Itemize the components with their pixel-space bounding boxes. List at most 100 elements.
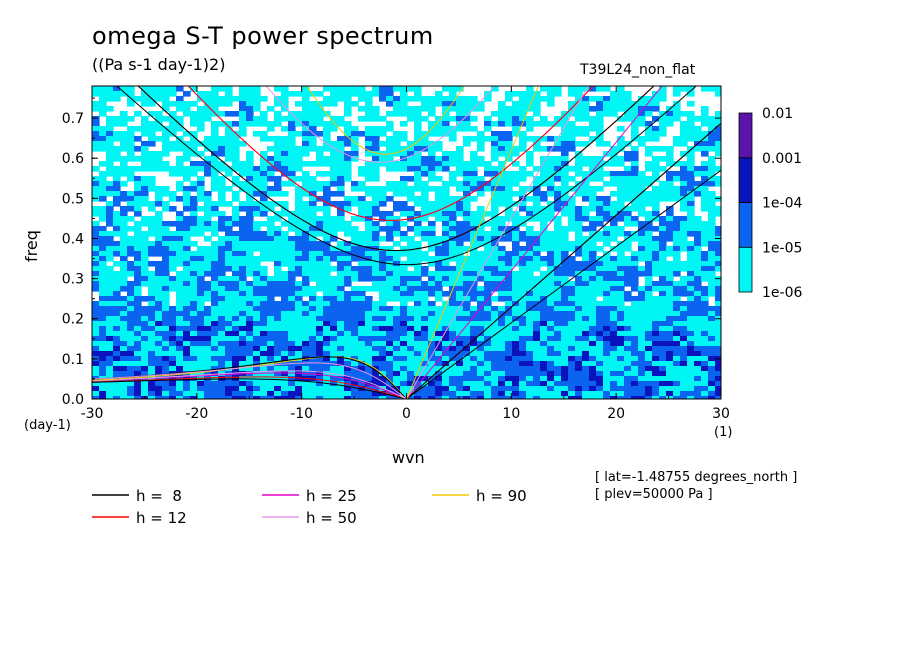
heat-cell — [400, 286, 408, 292]
heat-cell — [106, 201, 114, 207]
heat-cell — [547, 376, 555, 382]
heat-cell — [148, 111, 156, 117]
heat-cell — [617, 256, 625, 262]
heat-cell — [379, 321, 387, 327]
heat-cell — [708, 141, 716, 147]
heat-cell — [211, 131, 219, 137]
heat-cell — [687, 276, 695, 282]
heat-cell — [568, 366, 576, 372]
heat-cell — [435, 156, 443, 162]
heat-cell — [554, 246, 562, 252]
curve-h50-rossby2 — [92, 362, 407, 399]
colorbar-label: 1e-04 — [762, 196, 802, 212]
heat-cell — [519, 176, 527, 182]
heat-cell — [379, 396, 387, 399]
heat-cell — [526, 281, 534, 287]
heat-cell — [491, 231, 499, 237]
heat-cell — [414, 166, 422, 172]
heat-cell — [547, 381, 555, 387]
heat-cell — [498, 166, 506, 172]
heat-cell — [456, 306, 464, 312]
heat-cell — [246, 151, 254, 157]
heat-cell — [155, 186, 163, 192]
heat-cell — [610, 286, 618, 292]
heat-cell — [659, 296, 667, 302]
heat-cell — [596, 86, 604, 92]
heat-cell — [127, 391, 135, 397]
heat-cell — [358, 86, 366, 92]
heat-cell — [407, 321, 415, 327]
heat-cell — [225, 346, 233, 352]
heat-cell — [246, 96, 254, 102]
heat-cell — [113, 321, 121, 327]
heat-cell — [120, 396, 128, 399]
heat-cell — [134, 236, 142, 242]
heat-cell — [253, 311, 261, 317]
heat-cell — [603, 321, 611, 327]
heat-cell — [484, 136, 492, 142]
heat-cell — [246, 346, 254, 352]
heat-cell — [638, 286, 646, 292]
heat-cell — [155, 351, 163, 357]
heat-cell — [428, 166, 436, 172]
heat-cell — [421, 281, 429, 287]
heat-cell — [456, 261, 464, 267]
heat-cell — [281, 391, 289, 397]
heat-cell — [386, 236, 394, 242]
heat-cell — [197, 301, 205, 307]
heat-cell — [491, 286, 499, 292]
heat-cell — [127, 291, 135, 297]
heat-cell — [596, 116, 604, 122]
heat-cell — [260, 151, 268, 157]
heat-cell — [421, 306, 429, 312]
heat-cell — [274, 156, 282, 162]
heat-cell — [162, 246, 170, 252]
heat-cell — [379, 281, 387, 287]
heat-cell — [99, 371, 107, 377]
heat-cell — [337, 326, 345, 332]
heat-cell — [715, 226, 721, 232]
heat-cell — [155, 291, 163, 297]
heat-cell — [652, 311, 660, 317]
heat-cell — [652, 201, 660, 207]
heat-cell — [666, 281, 674, 287]
heat-cell — [491, 266, 499, 272]
heat-cell — [120, 211, 128, 217]
heat-cell — [435, 186, 443, 192]
heat-cell — [330, 246, 338, 252]
heat-cell — [421, 346, 429, 352]
heat-cell — [309, 301, 317, 307]
heat-cell — [701, 86, 709, 92]
heat-cell — [547, 246, 555, 252]
heat-cell — [211, 346, 219, 352]
heat-cell — [554, 241, 562, 247]
heat-cell — [253, 116, 261, 122]
heat-cell — [379, 316, 387, 322]
heat-cell — [274, 341, 282, 347]
heat-cell — [232, 166, 240, 172]
heat-cell — [197, 116, 205, 122]
heat-cell — [708, 341, 716, 347]
heat-cell — [120, 341, 128, 347]
heat-cell — [358, 336, 366, 342]
heat-cell — [708, 156, 716, 162]
heat-cell — [106, 131, 114, 137]
heat-cell — [519, 206, 527, 212]
heat-cell — [99, 226, 107, 232]
heat-cell — [708, 196, 716, 202]
heat-cell — [617, 371, 625, 377]
heat-cell — [624, 181, 632, 187]
heat-cell — [610, 331, 618, 337]
heat-cell — [400, 106, 408, 112]
heat-cell — [358, 266, 366, 272]
heat-cell — [512, 216, 520, 222]
heat-cell — [393, 221, 401, 227]
heat-cell — [295, 231, 303, 237]
heat-cell — [330, 161, 338, 167]
heat-cell — [617, 156, 625, 162]
heat-cell — [190, 391, 198, 397]
heat-cell — [666, 196, 674, 202]
heat-cell — [330, 176, 338, 182]
heat-cell — [589, 196, 597, 202]
heat-cell — [267, 226, 275, 232]
